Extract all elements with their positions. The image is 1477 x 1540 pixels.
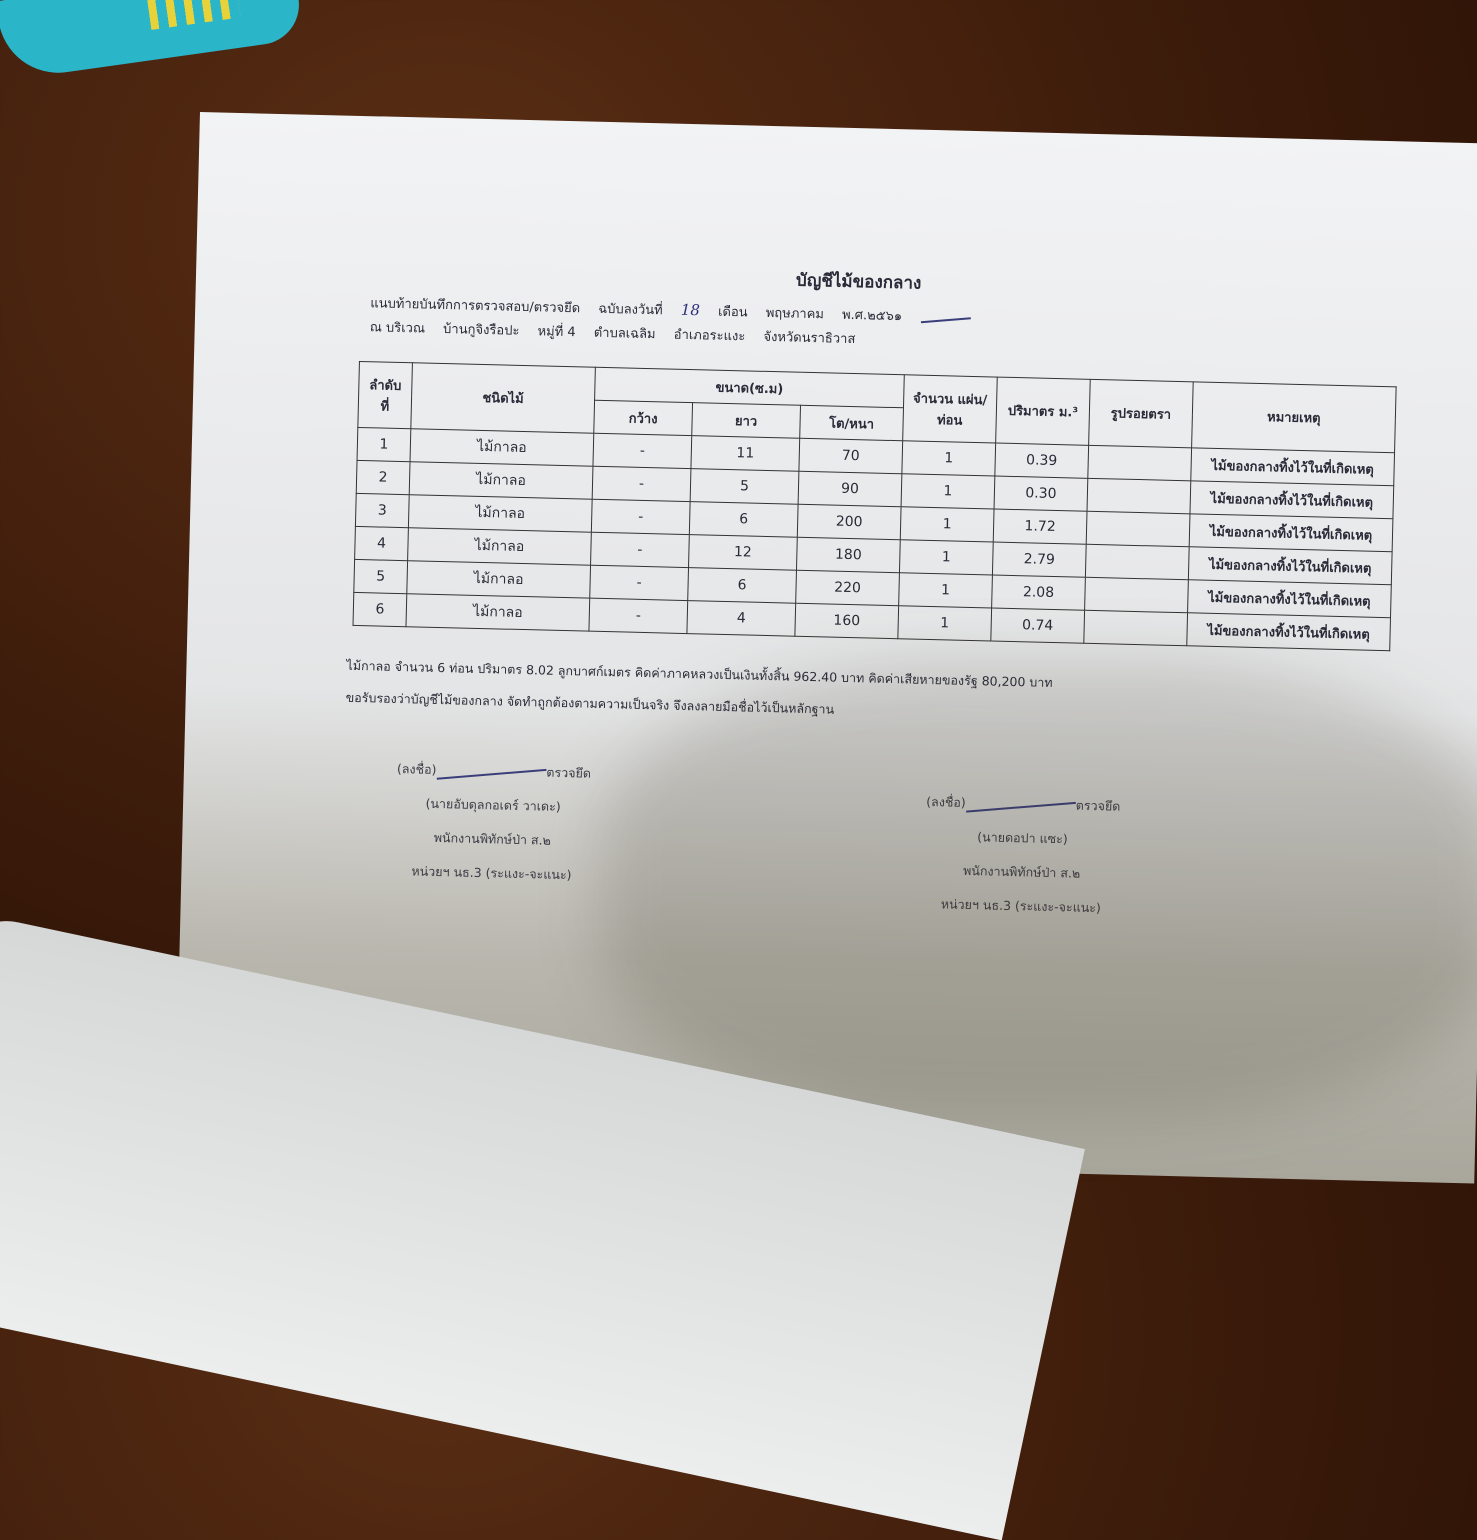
signature-block-right: (ลงชื่อ) ตรวจยึด (นายดอปา แซะ) พนักงานพิท… xyxy=(880,787,1163,934)
cell-remark: ไม้ของกลางทิ้งไว้ในที่เกิดเหตุ xyxy=(1189,513,1393,552)
cell-no: 1 xyxy=(357,427,411,462)
cell-length: 12 xyxy=(688,534,798,571)
cell-species: ไม้กาลอ xyxy=(410,428,594,467)
evidence-timber-table: ลำดับที่ ชนิดไม้ ขนาด(ซ.ม) จำนวน แผ่น/ท่… xyxy=(352,361,1397,651)
tambon: ตำบลเฉลิม xyxy=(593,325,656,343)
col-species: ชนิดไม้ xyxy=(410,362,596,434)
month: พฤษภาคม xyxy=(765,305,825,323)
sign-role: ตรวจยึด xyxy=(546,764,592,781)
cell-count: 1 xyxy=(901,473,995,510)
cell-volume: 0.74 xyxy=(990,607,1085,644)
cell-width: - xyxy=(590,532,690,568)
cell-count: 1 xyxy=(898,572,993,608)
cell-stamp xyxy=(1087,478,1191,514)
cell-length: 4 xyxy=(686,600,796,637)
blue-cloth xyxy=(0,0,305,81)
village: บ้านกูจิงรือปะ xyxy=(442,322,520,339)
cell-diameter: 70 xyxy=(798,438,903,474)
cell-no: 6 xyxy=(353,592,407,627)
cell-length: 6 xyxy=(687,567,797,604)
cell-species: ไม้กาลอ xyxy=(408,494,593,533)
summary-line-1: ไม้กาลอ จำนวน 6 ท่อน ปริมาตร 8.02 ลูกบาศ… xyxy=(346,657,1053,690)
cell-width: - xyxy=(592,433,692,469)
signer-position: พนักงานพิทักษ์ป่า ส.๒ xyxy=(433,829,552,848)
col-diameter: โต/หนา xyxy=(799,405,904,441)
cell-length: 6 xyxy=(689,501,799,538)
cell-species: ไม้กาลอ xyxy=(405,593,590,632)
header-prefix: แนบท้ายบันทึกการตรวจสอบ/ตรวจยึด xyxy=(370,296,581,317)
document-title: บัญชีไม้ของกลาง xyxy=(795,270,922,294)
cell-stamp xyxy=(1087,445,1192,481)
cell-volume: 0.30 xyxy=(994,476,1088,512)
cell-volume: 1.72 xyxy=(993,509,1088,545)
amphoe: อำเภอระแงะ xyxy=(673,327,746,345)
cell-count: 1 xyxy=(901,440,996,477)
year: พ.ศ.๒๕๖๑ xyxy=(841,307,903,325)
cell-width: - xyxy=(592,466,691,502)
cell-stamp xyxy=(1084,577,1189,613)
cell-species: ไม้กาลอ xyxy=(407,527,592,566)
signer-unit: หน่วยฯ นธ.3 (ระแงะ-จะแนะ) xyxy=(940,896,1102,916)
col-remark: หมายเหตุ xyxy=(1191,381,1397,453)
cell-length: 5 xyxy=(690,468,799,505)
sign-role: ตรวจยึด xyxy=(1075,797,1121,814)
dated-label: ฉบับลงวันที่ xyxy=(598,301,663,319)
cell-remark: ไม้ของกลางทิ้งไว้ในที่เกิดเหตุ xyxy=(1186,612,1391,651)
cell-no: 3 xyxy=(355,493,410,528)
summary-line-2: ขอรับรองว่าบัญชีไม้ของกลาง จัดทำถูกต้องต… xyxy=(345,689,835,717)
cell-no: 4 xyxy=(354,526,409,561)
signer-name: (นายดอปา แซะ) xyxy=(977,829,1068,847)
month-label: เดือน xyxy=(717,304,748,321)
sign-label: (ลงชื่อ) xyxy=(396,761,437,777)
cell-length: 11 xyxy=(690,435,800,472)
cell-width: - xyxy=(589,565,689,601)
signer-name: (นายอับดุลกอเดร์ วาเดะ) xyxy=(425,795,561,815)
cell-stamp xyxy=(1085,544,1190,580)
cell-diameter: 200 xyxy=(797,504,902,540)
signature xyxy=(436,754,547,780)
cell-diameter: 90 xyxy=(798,471,902,507)
col-count: จำนวน แผ่น/ท่อน xyxy=(902,374,998,444)
cell-count: 1 xyxy=(899,539,994,575)
cell-species: ไม้กาลอ xyxy=(409,461,593,500)
signer-unit: หน่วยฯ นธ.3 (ระแงะ-จะแนะ) xyxy=(411,863,572,883)
cell-remark: ไม้ของกลางทิ้งไว้ในที่เกิดเหตุ xyxy=(1190,447,1395,486)
cell-width: - xyxy=(588,598,688,634)
moo: หมู่ที่ 4 xyxy=(537,324,576,341)
cell-volume: 2.79 xyxy=(992,542,1087,578)
col-no: ลำดับที่ xyxy=(357,361,413,429)
location-label: ณ บริเวณ xyxy=(369,320,426,337)
cell-count: 1 xyxy=(897,605,992,641)
cell-diameter: 160 xyxy=(794,603,899,639)
signer-position: พนักงานพิทักษ์ป่า ส.๒ xyxy=(962,862,1081,881)
province: จังหวัดนราธิวาส xyxy=(763,329,856,348)
signature-block-left: (ลงชื่อ) ตรวจยึด (นายอับดุลกอเดร์ วาเดะ) … xyxy=(361,754,624,900)
cell-volume: 0.39 xyxy=(994,443,1089,479)
signature xyxy=(965,787,1077,813)
sign-label: (ลงชื่อ) xyxy=(926,793,966,810)
cell-species: ไม้กาลอ xyxy=(406,560,591,599)
cell-remark: ไม้ของกลางทิ้งไว้ในที่เกิดเหตุ xyxy=(1189,480,1394,519)
cell-volume: 2.08 xyxy=(991,574,1086,611)
handwritten-mark xyxy=(919,303,971,324)
cell-count: 1 xyxy=(900,506,995,543)
col-width: กว้าง xyxy=(593,400,693,436)
cell-stamp xyxy=(1083,610,1188,646)
cell-no: 5 xyxy=(353,559,408,594)
cell-width: - xyxy=(591,499,691,535)
cell-diameter: 220 xyxy=(795,570,900,606)
handwritten-day: 18 xyxy=(680,300,701,320)
cell-stamp xyxy=(1086,511,1190,547)
cell-no: 2 xyxy=(356,460,411,495)
cell-diameter: 180 xyxy=(796,537,901,573)
col-stamp: รูปรอยตรา xyxy=(1088,379,1194,448)
cell-remark: ไม้ของกลางทิ้งไว้ในที่เกิดเหตุ xyxy=(1188,546,1393,585)
col-volume: ปริมาตร ม.³ xyxy=(995,377,1091,446)
cell-remark: ไม้ของกลางทิ้งไว้ในที่เกิดเหตุ xyxy=(1187,579,1392,618)
col-length: ยาว xyxy=(691,402,801,439)
